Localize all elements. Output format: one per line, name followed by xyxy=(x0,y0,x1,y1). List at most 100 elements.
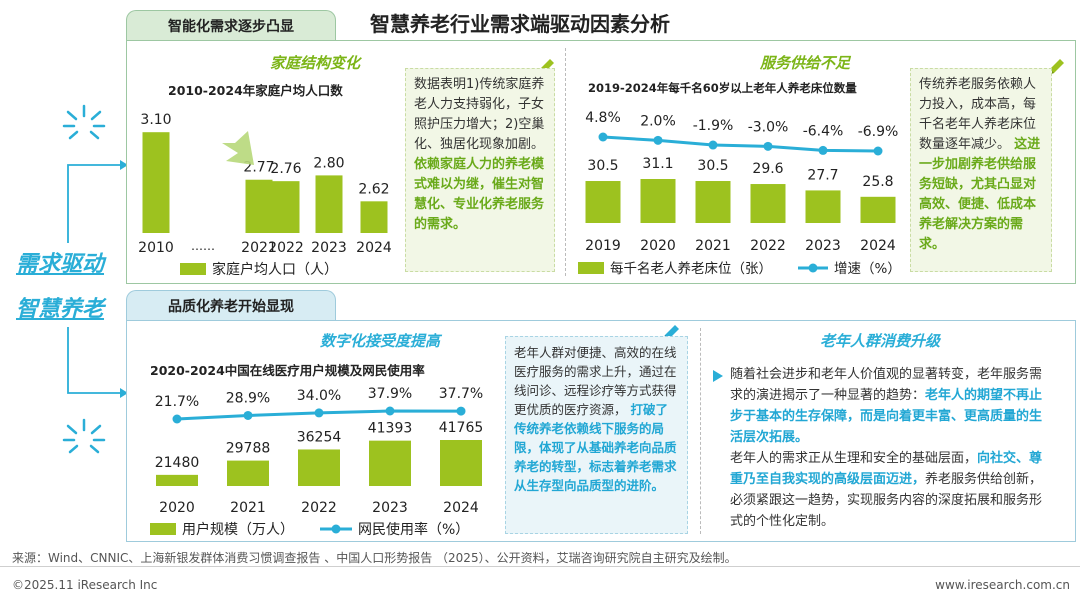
rate-point-2020 xyxy=(653,135,663,145)
tick-label-2020: 2020 xyxy=(159,500,195,516)
para1-text: 随着社会进步和老年人价值观的显著转变，老年服务需求的演进揭示了一种显著的趋势： xyxy=(730,367,1043,403)
legend-point-rate xyxy=(808,263,818,273)
legend-label-users: 用户规模（万人） xyxy=(182,521,294,538)
rate-point-2023 xyxy=(385,406,395,416)
bar-label-2024: 41765 xyxy=(439,420,484,436)
rate-point-2022 xyxy=(763,141,773,151)
subtitle-digital-acceptance: 数字化接受度提高 xyxy=(320,332,441,350)
rate-label-2022: 34.0% xyxy=(297,388,341,404)
note-family-structure: 数据表明1)传统家庭养老人力支持弱化，子女照护压力增大；2)空巢化、独居化现象加… xyxy=(405,68,555,272)
rate-point-2022 xyxy=(314,408,324,418)
tick-label-2022: 2022 xyxy=(750,238,786,254)
note-highlight: 打破了传统养老依赖线下服务的局限，体现了从基础养老向品质养老的转型，标志着养老需… xyxy=(514,402,677,493)
note-highlight: 这进一步加剧养老供给服务短缺，尤其凸显对高效、便捷、低成本养老解决方案的需求。 xyxy=(919,137,1041,252)
bar-2021 xyxy=(227,460,269,486)
subtitle-supply-shortage: 服务供给不足 xyxy=(760,54,851,72)
trend-arrow-icon xyxy=(222,131,254,165)
rate-point-2024 xyxy=(456,406,466,416)
rate-label-2022: -3.0% xyxy=(748,119,789,135)
bar-2022 xyxy=(298,449,340,486)
chart3-title: 2020-2024中国在线医疗用户规模及网民使用率 xyxy=(150,363,425,378)
footer-divider xyxy=(0,566,1080,567)
axis-gap-label: …… xyxy=(191,239,215,253)
chart-online-medical: 21480 2020 21.7% 29788 2021 28.9% 36254 2022 34.… xyxy=(150,386,484,538)
note-text: 数据表明1)传统家庭养老人力支持弱化，子女照护压力增大；2)空巢化、独居化现象加… xyxy=(414,77,545,152)
rate-label-2023: 37.9% xyxy=(368,386,412,402)
note-text: 老年人群对便捷、高效的在线医疗服务的需求上升，通过在线问诊、远程诊疗等方式获得更… xyxy=(514,345,677,417)
legend-label-beds: 每千名老人养老床位（张） xyxy=(610,261,772,277)
website-link[interactable]: www.iresearch.com.cn xyxy=(935,578,1070,592)
tick-label-2024: 2024 xyxy=(443,500,479,516)
bar-label-2021: 29788 xyxy=(226,441,271,457)
tick-label-2024: 2024 xyxy=(356,240,392,256)
bar-2024 xyxy=(860,196,896,223)
bar-2024 xyxy=(360,201,388,233)
bar-label-2024: 25.8 xyxy=(862,174,893,190)
tick-label-2022: 2022 xyxy=(268,240,304,256)
bar-2020 xyxy=(156,474,198,486)
subtitle-consumption-upgrade: 老年人群消费升级 xyxy=(820,332,941,350)
subtitle-family-structure: 家庭结构变化 xyxy=(270,54,361,72)
chart-elderly-beds: 30.5 2019 4.8% 31.1 2020 2.0% 30.5 2021 -1.9% 29.… xyxy=(578,110,901,277)
tick-label-2021: 2021 xyxy=(230,500,266,516)
rate-label-2021: 28.9% xyxy=(226,390,270,406)
arrow-down-connector xyxy=(67,327,128,398)
bar-label-2019: 30.5 xyxy=(587,158,618,174)
tick-label-2023: 2023 xyxy=(311,240,347,256)
tick-label-2021: 2021 xyxy=(241,240,277,256)
section-tab-intelligent: 智能化需求逐步凸显 xyxy=(126,10,336,40)
source-note: 来源：Wind、CNNIC、上海新银发群体消费习惯调查报告 、中国人口形势报告 … xyxy=(12,551,737,565)
data-label-2024: 2.62 xyxy=(358,181,389,197)
rate-label-2020: 2.0% xyxy=(640,113,676,129)
bar-label-2020: 31.1 xyxy=(642,156,673,172)
sparkle-icon xyxy=(62,418,106,454)
data-label-2022: 2.76 xyxy=(270,161,301,177)
note-supply-shortage: 传统养老服务依赖人力投入，成本高，每千名老年人养老床位数量逐年减少。 这进一步加… xyxy=(910,68,1052,272)
chart1-title: 2010-2024年家庭户均人口数 xyxy=(168,83,343,98)
data-label-2010: 3.10 xyxy=(140,112,171,128)
legend-label-rate: 网民使用率（%） xyxy=(358,521,469,538)
section2-divider xyxy=(700,328,701,534)
bar-2023 xyxy=(805,190,841,223)
bar-2022 xyxy=(750,184,786,223)
rate-point-2021 xyxy=(243,410,253,420)
rate-point-2020 xyxy=(172,414,182,424)
rate-label-2019: 4.8% xyxy=(585,110,621,126)
note-digital-acceptance: 老年人群对便捷、高效的在线医疗服务的需求上升，通过在线问诊、远程诊疗等方式获得更… xyxy=(505,336,688,534)
side-label-line1: 需求驱动 xyxy=(16,252,105,277)
note-text: 传统养老服务依赖人力投入，成本高，每千名老年人养老床位数量逐年减少。 xyxy=(919,77,1037,152)
rate-label-2024: -6.9% xyxy=(858,124,899,140)
bar-2010 xyxy=(142,132,170,233)
note-highlight: 依赖家庭人力的养老模式难以为继，催生对智慧化、专业化养老服务的需求。 xyxy=(414,157,545,232)
bar-label-2022: 36254 xyxy=(297,429,342,445)
triangle-bullet-icon xyxy=(713,370,723,382)
para2-text: 老年人的需求正从生理和安全的基础层面， xyxy=(730,451,978,466)
legend-label-household: 家庭户均人口（人） xyxy=(212,261,338,278)
tick-label-2024: 2024 xyxy=(860,238,896,254)
chart2-title: 2019-2024年每千名60岁以上老年人养老床位数量 xyxy=(588,81,857,95)
tick-label-2021: 2021 xyxy=(695,238,731,254)
bar-label-2022: 29.6 xyxy=(752,161,783,177)
rate-label-2021: -1.9% xyxy=(693,118,734,134)
section1-divider xyxy=(565,48,566,276)
bar-label-2023: 41393 xyxy=(368,421,413,437)
bar-2022 xyxy=(272,181,300,233)
tick-label-2022: 2022 xyxy=(301,500,337,516)
arrow-up-connector xyxy=(67,160,128,243)
bar-2023 xyxy=(369,440,411,486)
rate-label-2020: 21.7% xyxy=(155,394,199,410)
bar-2023 xyxy=(315,175,343,233)
bar-label-2020: 21480 xyxy=(155,455,200,471)
legend-label-rate: 增速（%） xyxy=(834,261,901,277)
page-title: 智慧养老行业需求端驱动因素分析 xyxy=(370,12,670,36)
legend-swatch-beds xyxy=(578,262,604,274)
bar-2024 xyxy=(440,440,482,486)
legend-point-rate xyxy=(331,524,341,534)
rate-point-2019 xyxy=(598,132,608,142)
rate-point-2023 xyxy=(818,145,828,155)
legend-swatch-users xyxy=(150,523,176,535)
copyright: ©2025.11 iResearch Inc xyxy=(12,578,158,592)
tick-label-2023: 2023 xyxy=(805,238,841,254)
bar-2020 xyxy=(640,179,676,223)
para2-highlight: 向社交、尊重乃至自我实现的高级层面迈进， xyxy=(730,451,1043,487)
